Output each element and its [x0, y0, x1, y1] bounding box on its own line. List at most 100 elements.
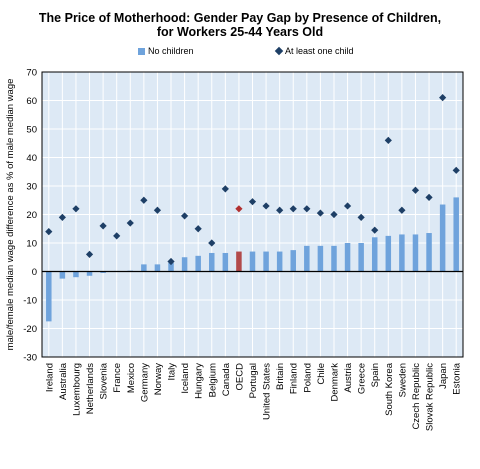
bar [141, 264, 147, 272]
marker [194, 225, 202, 233]
marker [248, 198, 257, 206]
bar [249, 251, 256, 272]
bar [317, 245, 324, 272]
y-tick-label: 20 [26, 210, 37, 221]
bar [412, 234, 419, 272]
x-tick-label: Slovenia [99, 362, 110, 399]
x-tick-label: Iceland [180, 363, 191, 394]
x-tick-label: Chile [316, 363, 327, 385]
y-tick-label: -30 [23, 353, 37, 364]
y-axis-label: male/female median wage difference as % … [5, 79, 16, 351]
bar [276, 251, 283, 272]
marker [180, 212, 189, 220]
legend-label-no-children: No children [148, 46, 194, 56]
bar [344, 243, 351, 272]
bar [236, 251, 242, 272]
marker [289, 205, 297, 213]
marker [262, 202, 270, 210]
marker [221, 185, 229, 193]
bar [168, 262, 174, 272]
bar [181, 257, 188, 272]
bar [46, 271, 52, 322]
marker [235, 205, 243, 213]
marker [425, 193, 433, 201]
legend-bar-swatch [138, 47, 145, 55]
x-tick-label: Sweden [397, 363, 408, 397]
marker [208, 239, 216, 247]
x-tick-label: Ireland [44, 363, 55, 392]
bar [222, 252, 229, 272]
bar [195, 255, 201, 272]
x-tick-label: France [112, 363, 123, 393]
bar [290, 250, 296, 272]
x-tick-label: Australia [58, 362, 69, 400]
x-tick-label: Norway [153, 363, 164, 395]
x-tick-label: Luxembourg [71, 363, 82, 416]
x-tick-label: Spain [370, 363, 381, 387]
legend-item-at-least-one-child: At least one child [274, 46, 354, 56]
bar [358, 243, 364, 272]
marker [384, 136, 392, 144]
marker [452, 166, 460, 174]
legend: No children At least one child [0, 46, 480, 60]
x-tick-label: Portugal [248, 363, 259, 398]
bar [426, 233, 432, 272]
y-tick-label: -10 [23, 296, 37, 307]
x-tick-label: Czech Republic [411, 363, 422, 430]
marker [126, 219, 134, 227]
y-tick-label: 0 [32, 267, 37, 278]
marker [140, 196, 148, 204]
x-tick-label: Estonia [452, 362, 463, 394]
x-tick-label: Austria [343, 362, 354, 392]
y-tick-label: -20 [23, 324, 37, 335]
bar [439, 204, 446, 272]
bar [453, 197, 459, 272]
x-tick-label: United States [262, 363, 273, 420]
marker [343, 202, 352, 210]
marker [113, 232, 121, 240]
y-tick-label: 60 [26, 96, 37, 107]
y-tick-label: 50 [26, 125, 37, 136]
plot-border [41, 71, 464, 358]
chart-title: The Price of Motherhood: Gender Pay Gap … [38, 11, 442, 25]
x-tick-label: Greece [357, 363, 368, 394]
bar [331, 245, 337, 272]
x-tick-label: Canada [221, 362, 232, 396]
marker [85, 250, 94, 258]
x-tick-label: OECD [234, 363, 245, 391]
marker [357, 213, 365, 221]
x-tick-label: Britain [275, 363, 286, 390]
marker [330, 210, 338, 219]
x-tick-label: Hungary [194, 363, 205, 399]
bar [385, 235, 392, 272]
bar [304, 245, 310, 272]
x-tick-label: Netherlands [85, 363, 96, 414]
marker [303, 205, 311, 213]
marker [167, 257, 175, 266]
legend-item-no-children: No children [138, 46, 194, 56]
y-tick-label: 10 [26, 239, 37, 250]
marker [411, 186, 420, 194]
marker [439, 94, 447, 102]
y-tick-label: 70 [26, 68, 37, 79]
x-tick-label: Belgium [207, 363, 218, 397]
marker [276, 206, 284, 214]
marker [45, 228, 53, 236]
y-tick-label: 30 [26, 182, 37, 193]
x-tick-label: Italy [167, 363, 178, 381]
x-tick-label: Poland [302, 363, 313, 393]
x-tick-label: Slovak Republic [425, 363, 436, 431]
bar [100, 271, 106, 273]
bar [371, 237, 378, 272]
marker [99, 222, 107, 230]
marker [153, 206, 162, 214]
bar [59, 271, 66, 279]
bar [399, 234, 405, 272]
x-tick-label: Denmark [329, 363, 340, 402]
x-tick-label: Germany [139, 363, 150, 402]
marker [371, 226, 379, 234]
x-tick-label: Japan [438, 363, 449, 389]
x-tick-label: Mexico [126, 363, 137, 393]
legend-label-at-least-one-child: At least one child [285, 46, 354, 56]
